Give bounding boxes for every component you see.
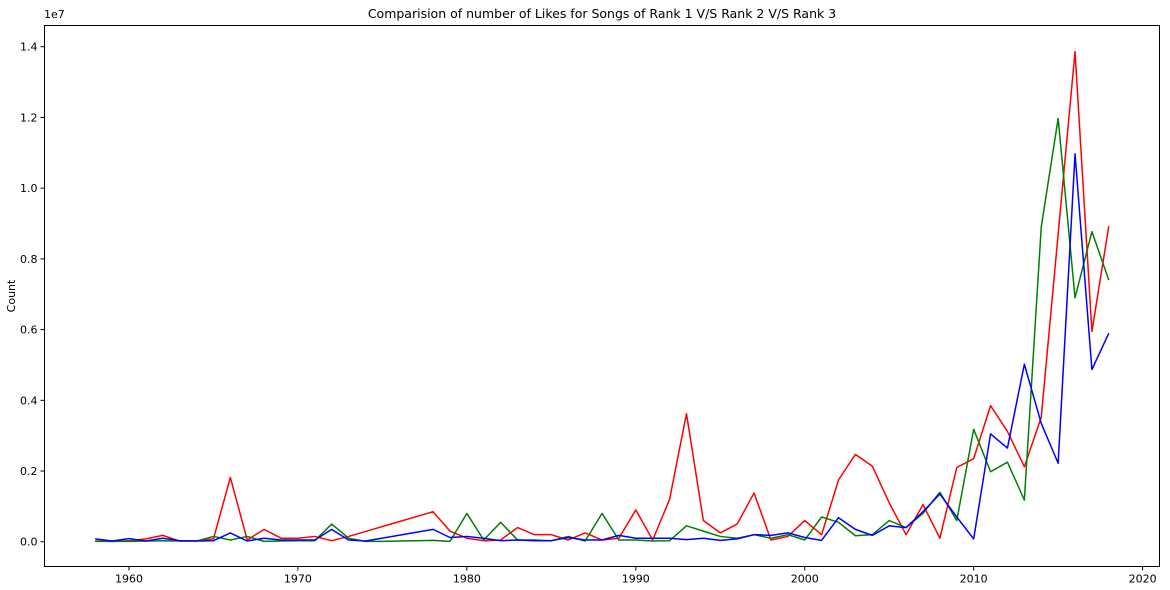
y-tick-label: 0.8: [20, 253, 38, 266]
y-tick-label: 1.0: [20, 182, 38, 195]
series-line-1: [95, 50, 1110, 543]
y-tick-label: 0.0: [20, 536, 38, 549]
y-scale-offset: 1e7: [44, 8, 65, 21]
y-tick-label: 0.4: [20, 394, 38, 407]
x-tick-label: 1960: [115, 573, 143, 586]
x-tick-label: 2020: [1129, 573, 1157, 586]
y-axis-ticks: 0.0 0.2 0.4 0.6 0.8 1.0 1.2 1.4: [20, 41, 45, 549]
y-tick-label: 0.2: [20, 465, 38, 478]
y-tick-label: 0.6: [20, 324, 38, 337]
x-axis-ticks: 1960 1970 1980 1990 2000 2010 2020: [115, 566, 1157, 586]
series-layer: [95, 50, 1110, 543]
x-tick-label: 1980: [453, 573, 481, 586]
series-line-3: [95, 153, 1110, 542]
y-axis-label: Count: [5, 279, 18, 312]
series-line-2: [95, 117, 1110, 543]
y-tick-label: 1.2: [20, 111, 38, 124]
x-tick-label: 2000: [791, 573, 819, 586]
x-tick-label: 1970: [284, 573, 312, 586]
chart-title: Comparision of number of Likes for Songs…: [368, 6, 836, 21]
x-tick-label: 2010: [960, 573, 988, 586]
plot-frame: [44, 25, 1160, 567]
x-tick-label: 1990: [622, 573, 650, 586]
y-tick-label: 1.4: [20, 41, 38, 54]
